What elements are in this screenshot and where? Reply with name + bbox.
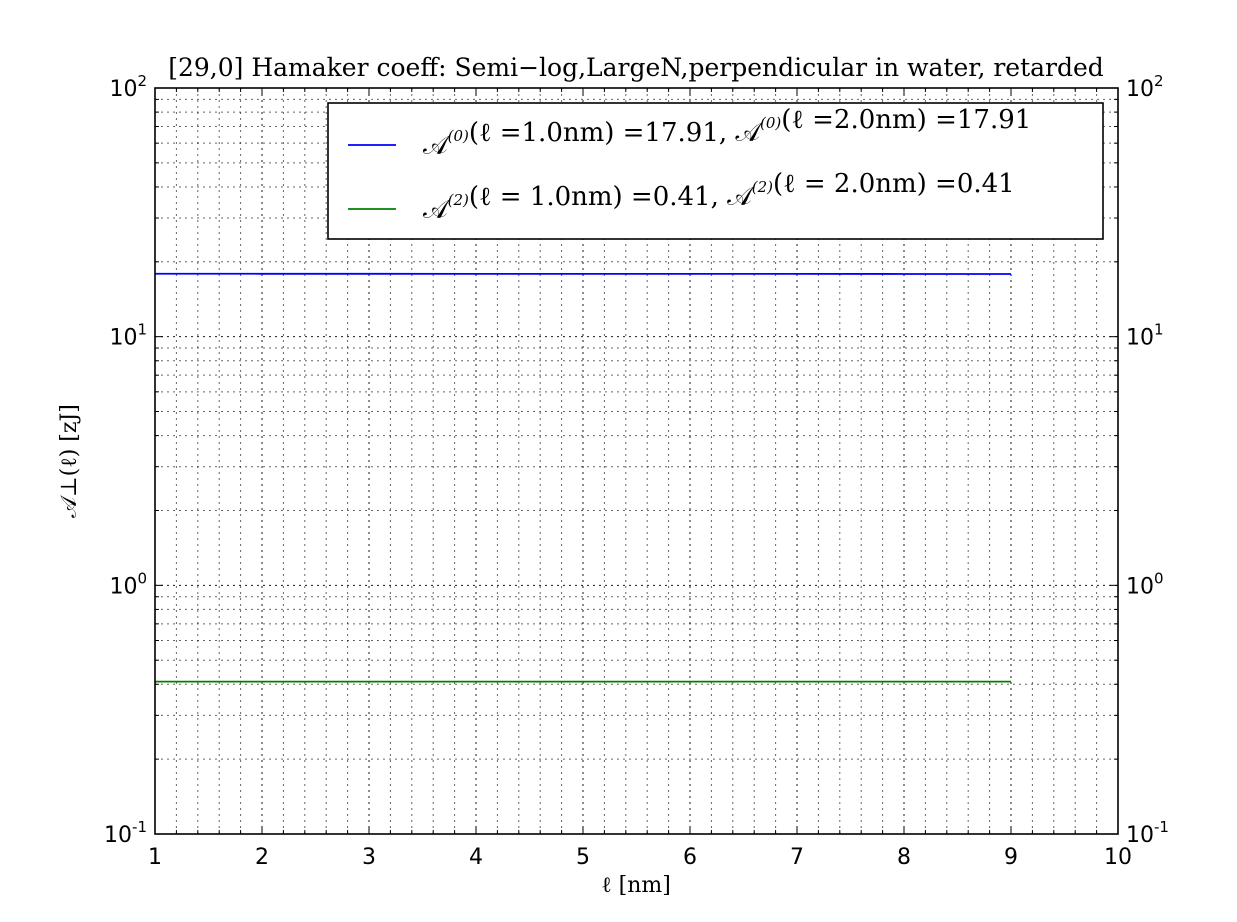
y-tick-label-left: 102	[109, 72, 147, 102]
x-tick-label: 8	[897, 845, 911, 870]
ticks	[154, 88, 1119, 835]
x-tick-label: 2	[255, 845, 269, 870]
y-tick-label-left: 10-1	[104, 818, 147, 848]
grid	[154, 88, 1119, 835]
x-tick-label: 7	[790, 845, 804, 870]
x-tick-label: 3	[362, 845, 376, 870]
x-tick-label: 1	[148, 845, 162, 870]
x-tick-label: 10	[1104, 845, 1132, 870]
y-tick-label-left: 101	[109, 321, 147, 351]
y-tick-label-right: 102	[1126, 72, 1164, 102]
x-tick-label: 9	[1004, 845, 1018, 870]
plot-frame	[154, 87, 1119, 835]
x-tick-label: 4	[469, 845, 483, 870]
legend-label: 𝒜(0)(ℓ =1.0nm) =17.91, 𝒜(0)(ℓ =2.0nm) =1…	[423, 105, 1031, 161]
series-layer	[154, 272, 1011, 683]
y-tick-label-left: 100	[109, 569, 147, 599]
y-tick-label-right: 10-1	[1126, 818, 1169, 848]
y-axis-label: 𝒜⊥(ℓ) [zJ]	[57, 404, 82, 518]
legend-box	[327, 102, 1104, 240]
x-tick-label: 5	[576, 845, 590, 870]
x-tick-label: 6	[683, 845, 697, 870]
y-tick-label-right: 100	[1126, 569, 1164, 599]
legend: 𝒜(0)(ℓ =1.0nm) =17.91, 𝒜(0)(ℓ =2.0nm) =1…	[327, 102, 1104, 240]
x-axis-label: ℓ [nm]	[601, 873, 671, 898]
y-tick-label-right: 101	[1126, 321, 1164, 351]
chart-title: [29,0] Hamaker coeff: Semi−log,LargeN,pe…	[168, 53, 1104, 82]
legend-label: 𝒜(2)(ℓ = 1.0nm) =0.41, 𝒜(2)(ℓ = 2.0nm) =…	[423, 169, 1015, 225]
